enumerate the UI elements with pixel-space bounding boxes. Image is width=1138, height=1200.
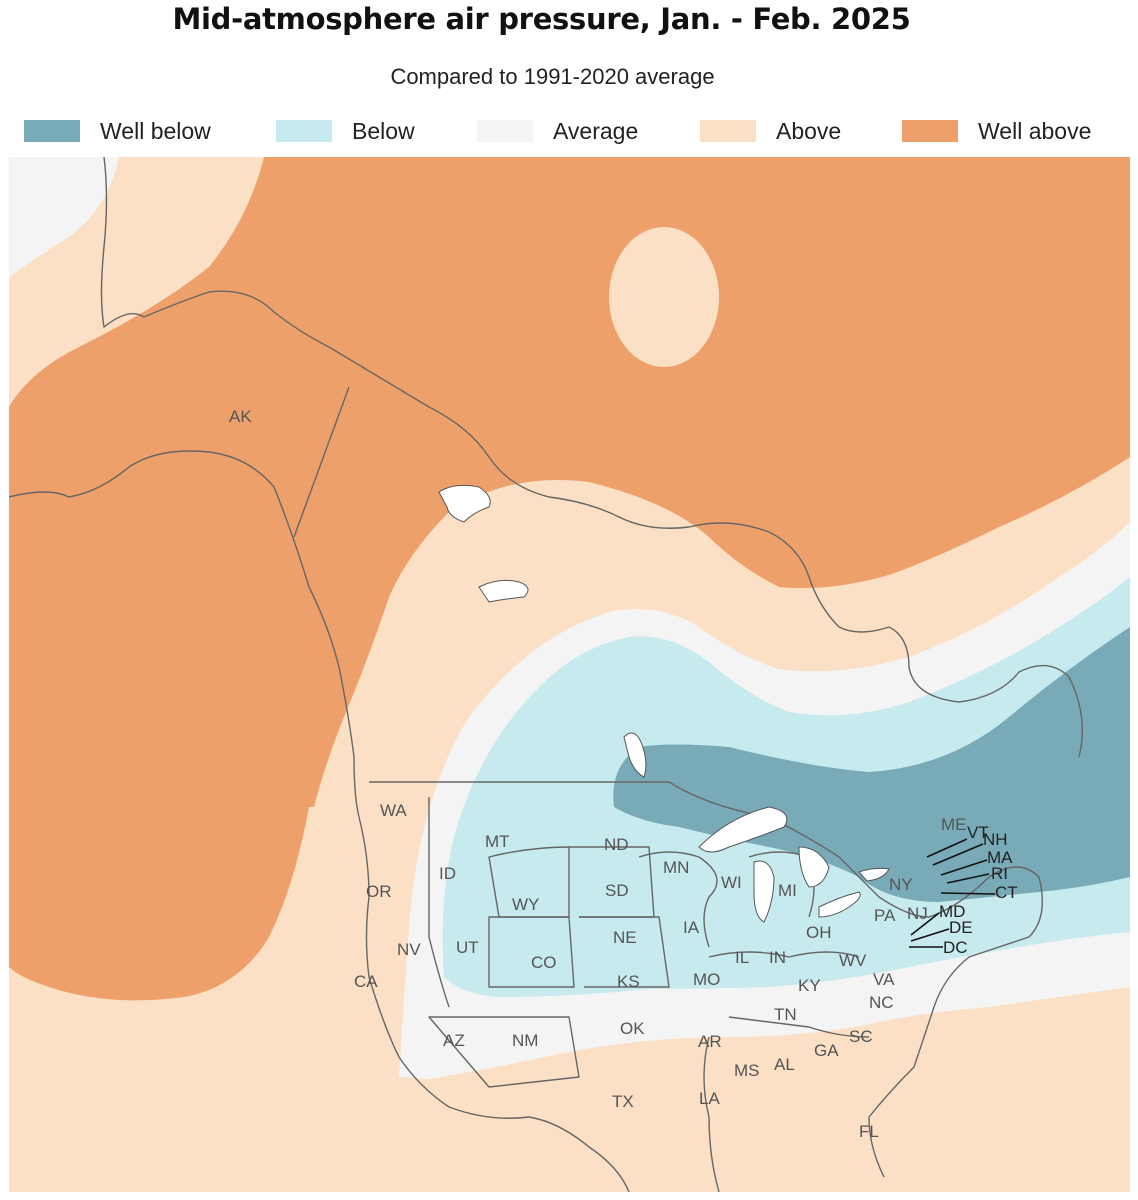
label-ms: MS — [734, 1061, 760, 1080]
label-az: AZ — [443, 1031, 465, 1050]
label-me: ME — [941, 815, 967, 834]
lake-erie — [818, 891, 861, 918]
label-wa: WA — [380, 801, 407, 820]
label-sd: SD — [605, 881, 629, 900]
label-wy: WY — [512, 895, 539, 914]
lake-huron — [798, 846, 830, 888]
label-tn: TN — [774, 1005, 797, 1024]
label-ny: NY — [889, 875, 913, 894]
legend-item-average: Average — [477, 116, 638, 146]
legend-item-below: Below — [276, 116, 415, 146]
region-labels: AK WA OR CA ID NV MT WY UT AZ CO NM ND S… — [229, 407, 1018, 1141]
label-mn: MN — [663, 858, 689, 877]
label-ne: NE — [613, 928, 637, 947]
label-ks: KS — [617, 972, 640, 991]
lake-michigan — [753, 860, 775, 923]
legend-label-well-above: Well above — [978, 117, 1092, 144]
legend-item-well-below: Well below — [24, 116, 211, 146]
lake-great-slave — [478, 579, 529, 603]
label-ak: AK — [229, 407, 252, 426]
label-ma: MA — [987, 848, 1013, 867]
legend: Well below Below Average Above Well abov… — [0, 116, 1138, 146]
label-co: CO — [531, 953, 557, 972]
label-nv: NV — [397, 940, 421, 959]
label-vt: VT — [967, 823, 989, 842]
label-va: VA — [873, 970, 895, 989]
map-subtitle: Compared to 1991-2020 average — [390, 64, 715, 89]
label-mt: MT — [485, 832, 510, 851]
label-mi: MI — [778, 881, 797, 900]
label-tx: TX — [612, 1092, 634, 1111]
label-in: IN — [769, 948, 786, 967]
label-nh: NH — [983, 830, 1008, 849]
label-wi: WI — [721, 873, 742, 892]
lake-winnipeg — [623, 732, 647, 778]
zone-well-above-pacific — [9, 355, 329, 1001]
label-ga: GA — [814, 1041, 839, 1060]
lake-superior — [698, 806, 788, 853]
label-ia: IA — [683, 918, 700, 937]
map-title: Mid-atmosphere air pressure, Jan. - Feb.… — [172, 2, 911, 36]
label-ct: CT — [995, 883, 1018, 902]
label-ok: OK — [620, 1019, 645, 1038]
label-sc: SC — [849, 1027, 873, 1046]
label-al: AL — [774, 1055, 795, 1074]
label-mo: MO — [693, 970, 720, 989]
label-pa: PA — [874, 906, 896, 925]
zone-above-arctic-island — [609, 227, 719, 367]
legend-swatch-well-below — [24, 120, 80, 142]
label-nc: NC — [869, 993, 894, 1012]
legend-swatch-below — [276, 120, 332, 142]
label-ky: KY — [798, 976, 821, 995]
lakes — [438, 484, 890, 923]
legend-label-well-below: Well below — [100, 117, 211, 144]
label-il: IL — [735, 948, 749, 967]
label-dc: DC — [943, 938, 968, 957]
label-de: DE — [949, 918, 973, 937]
label-nj: NJ — [907, 904, 928, 923]
label-or: OR — [366, 882, 392, 901]
label-ca: CA — [354, 972, 378, 991]
label-ar: AR — [698, 1032, 722, 1051]
northeast-callout-lines — [909, 838, 996, 948]
label-la: LA — [699, 1089, 720, 1108]
label-ri: RI — [991, 864, 1008, 883]
legend-swatch-average — [477, 120, 533, 142]
legend-item-well-above: Well above — [902, 116, 1091, 146]
label-fl: FL — [859, 1122, 879, 1141]
label-wv: WV — [839, 951, 867, 970]
zone-average-nw — [9, 157, 119, 277]
legend-swatch-above — [700, 120, 756, 142]
label-nm: NM — [512, 1031, 538, 1050]
legend-label-below: Below — [352, 117, 415, 144]
label-nd: ND — [604, 835, 629, 854]
legend-label-average: Average — [553, 117, 639, 144]
lake-ontario — [858, 867, 890, 882]
lake-great-bear — [438, 484, 491, 523]
legend-label-above: Above — [776, 117, 842, 144]
legend-item-above: Above — [700, 116, 841, 146]
label-id: ID — [439, 864, 456, 883]
label-ut: UT — [456, 938, 479, 957]
label-md: MD — [939, 902, 965, 921]
legend-swatch-well-above — [902, 120, 958, 142]
label-oh: OH — [806, 923, 832, 942]
pressure-anomaly-map: AK WA OR CA ID NV MT WY UT AZ CO NM ND S… — [9, 157, 1130, 1192]
